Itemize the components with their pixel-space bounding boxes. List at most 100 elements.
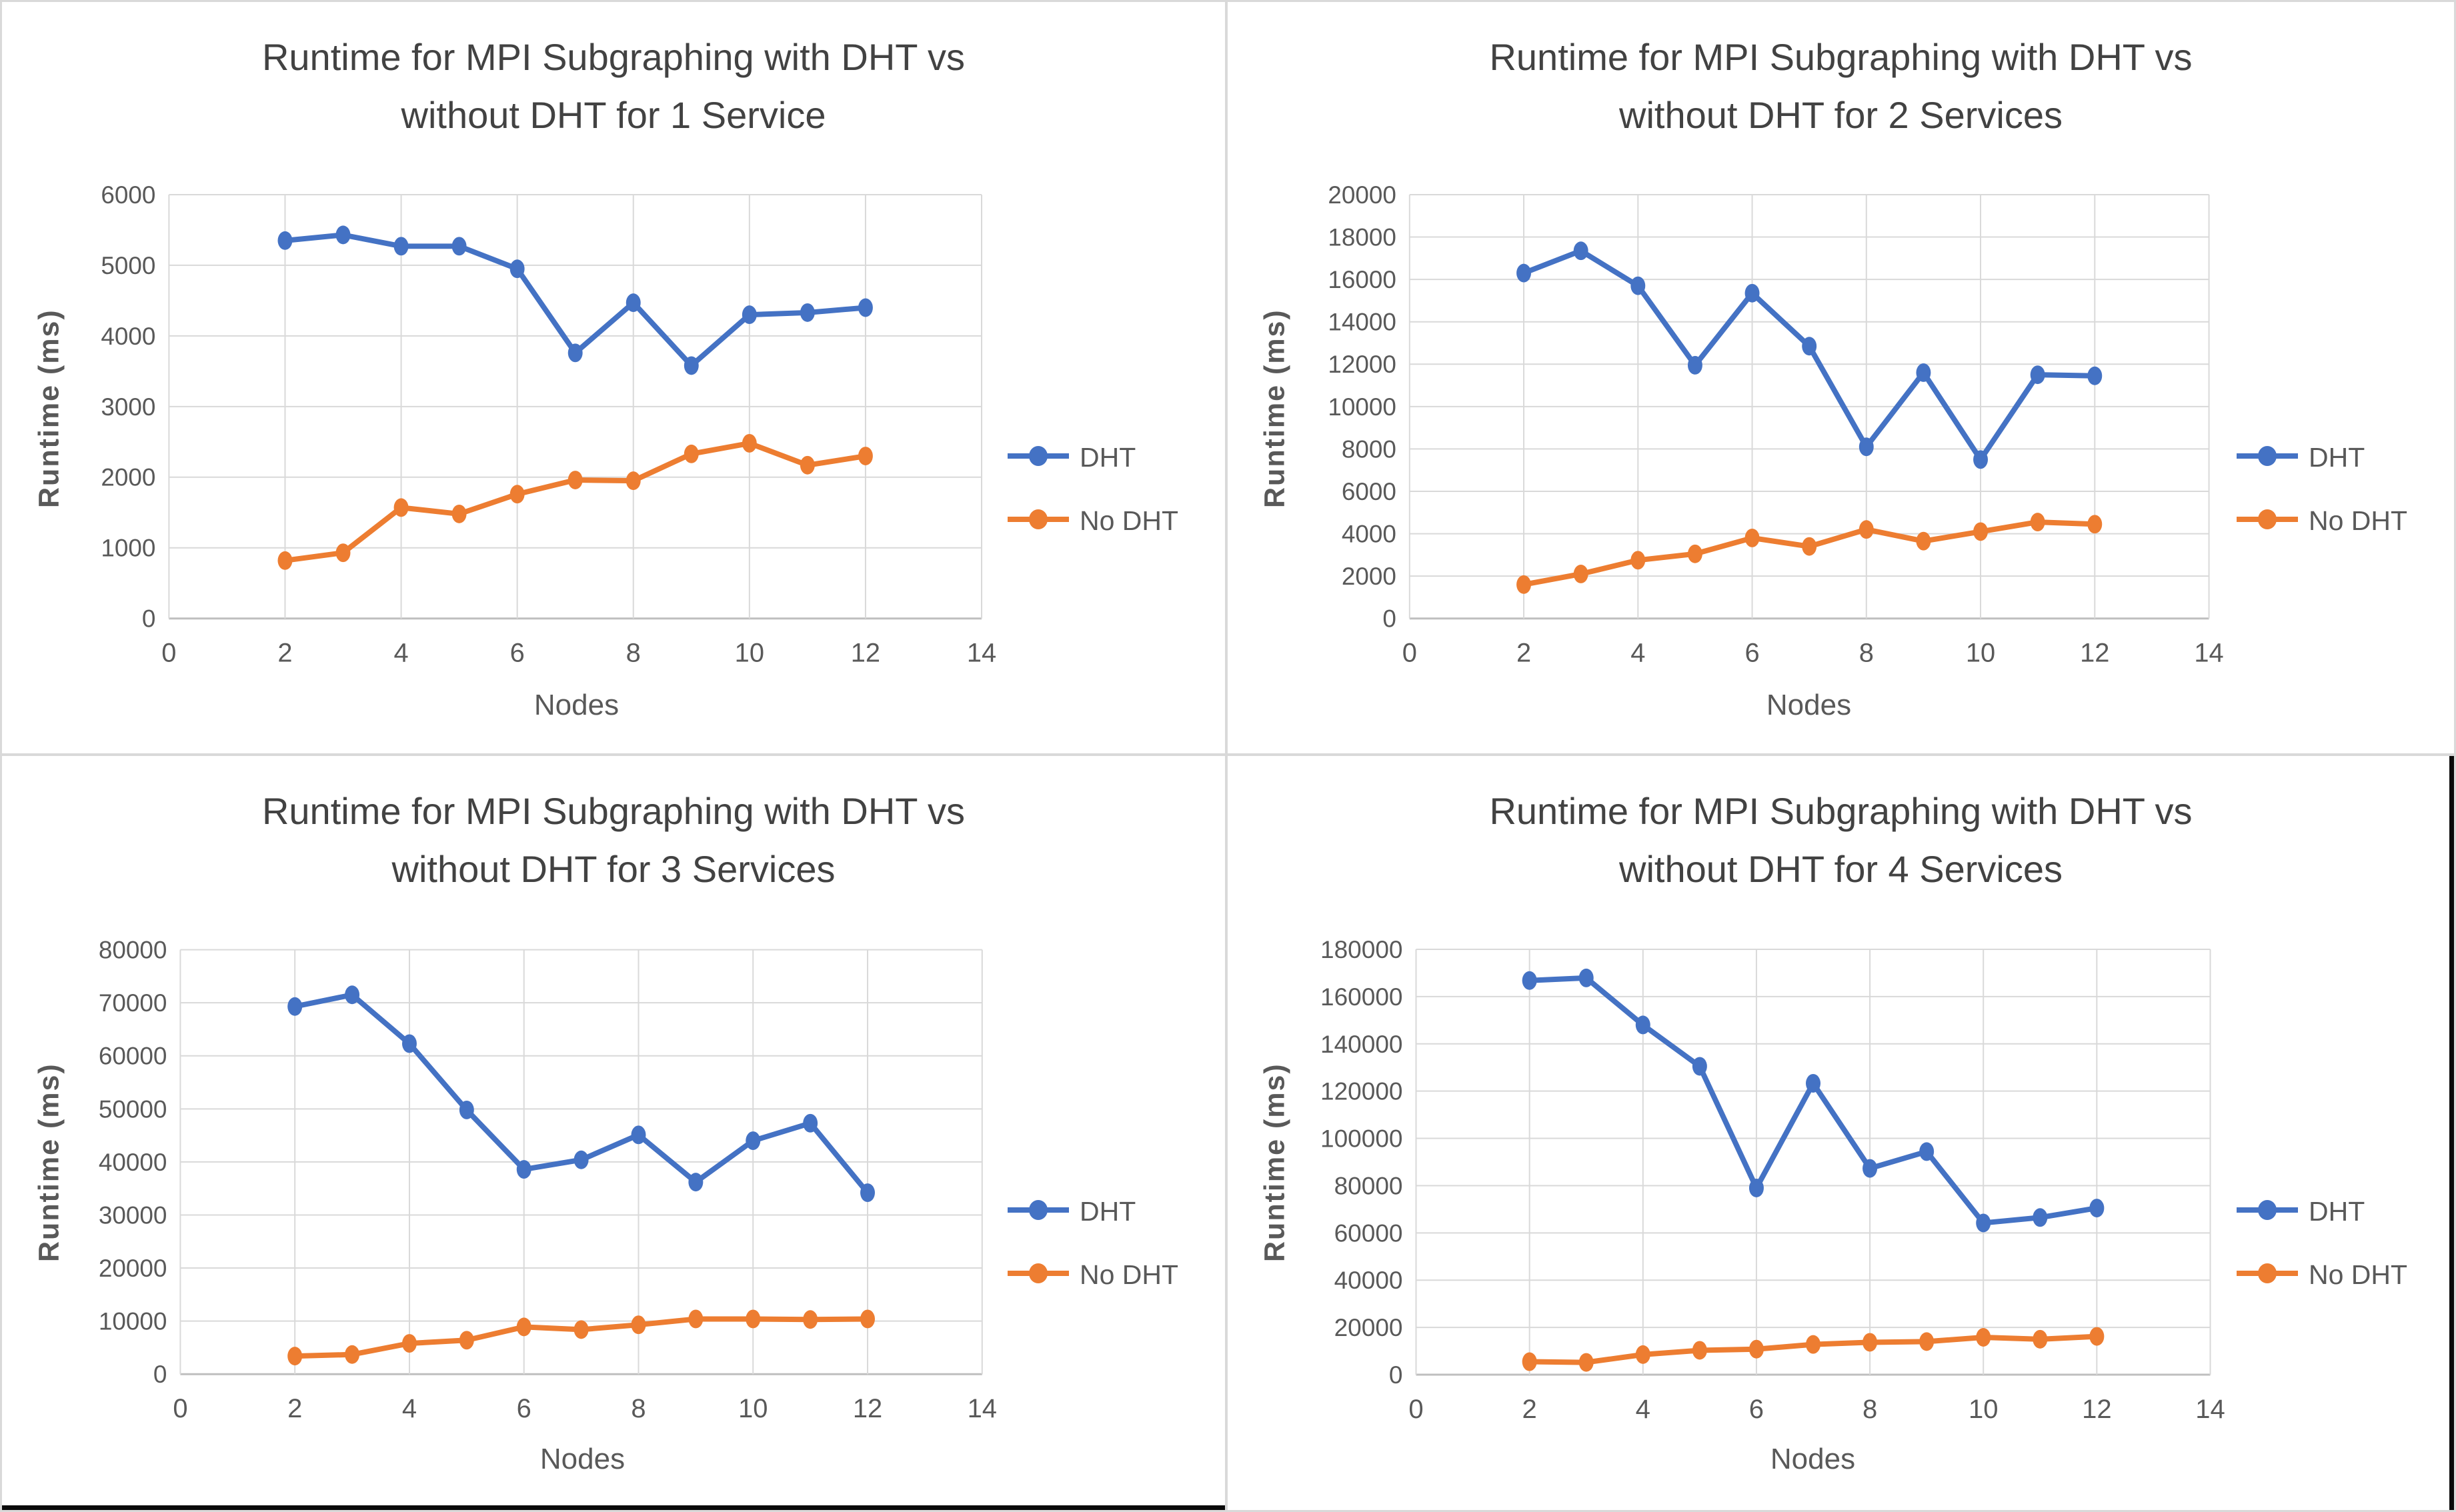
data-point-marker-no_dht — [1516, 575, 1532, 594]
data-point-marker-dht — [1573, 241, 1588, 261]
data-point-marker-dht — [684, 356, 699, 375]
data-point-marker-dht — [742, 305, 757, 325]
chart-title-line2: without DHT for 2 Services — [1619, 93, 2063, 136]
data-point-marker-dht — [509, 259, 525, 279]
dht-legend-marker-icon — [2235, 444, 2299, 471]
chart-title: Runtime for MPI Subgraphing with DHT vs … — [42, 783, 1185, 899]
legend-label-dht: DHT — [2309, 1196, 2365, 1227]
x-tick-label: 10 — [1966, 638, 1995, 667]
data-point-marker-no_dht — [860, 1309, 876, 1329]
y-tick-label: 1000 — [101, 535, 155, 562]
x-axis-title: Nodes — [533, 689, 620, 721]
y-tick-label: 3000 — [101, 393, 155, 421]
x-tick-label: 14 — [2194, 638, 2223, 667]
data-point-marker-dht — [1806, 1073, 1820, 1093]
data-point-marker-dht — [1516, 263, 1532, 283]
y-tick-label: 5000 — [101, 252, 155, 279]
data-point-marker-dht — [573, 1150, 589, 1169]
y-tick-label: 0 — [153, 1361, 167, 1388]
data-point-marker-no_dht — [1635, 1345, 1650, 1364]
legend-dot — [2258, 446, 2277, 466]
data-point-marker-no_dht — [516, 1317, 531, 1337]
chart-panel-3-services: Runtime for MPI Subgraphing with DHT vs … — [2, 756, 1228, 1510]
x-tick-label: 8 — [1859, 638, 1874, 667]
data-point-marker-dht — [345, 985, 360, 1005]
data-point-marker-no_dht — [1744, 528, 1760, 547]
legend-line-icon — [2237, 446, 2298, 466]
plot-svg: 0 2000 4000 6000 8000 10000 12000 14000 16000 180… — [1328, 181, 2223, 668]
data-point-marker-dht — [631, 1125, 646, 1145]
data-point-marker-no_dht — [1973, 522, 1989, 541]
y-tick-label: 70000 — [99, 989, 167, 1017]
x-tick-label: 0 — [1402, 638, 1417, 667]
data-point-marker-dht — [1802, 337, 1817, 356]
x-tick-label: 6 — [1744, 638, 1759, 667]
x-tick-label: 6 — [1749, 1395, 1764, 1424]
data-point-marker-no_dht — [393, 498, 409, 517]
x-tick-label: 8 — [626, 638, 641, 667]
y-tick-label: 18000 — [1328, 224, 1396, 251]
y-tick-label: 0 — [142, 605, 156, 633]
data-point-marker-no_dht — [1748, 1339, 1764, 1359]
data-point-marker-dht — [2089, 1199, 2105, 1218]
chart-panel-2-services: Runtime for MPI Subgraphing with DHT vs … — [1228, 2, 2454, 756]
x-axis-title: Nodes — [1766, 689, 1852, 721]
data-point-marker-dht — [2030, 365, 2045, 385]
data-point-marker-dht — [1522, 971, 1537, 990]
x-tick-label: 12 — [851, 638, 880, 667]
data-point-marker-no_dht — [800, 455, 815, 475]
legend: DHT No DHT — [1006, 1196, 1206, 1291]
x-tick-label: 10 — [1969, 1395, 1999, 1424]
data-point-marker-no_dht — [1802, 537, 1817, 556]
no-dht-legend-marker-icon — [1006, 507, 1070, 535]
y-tick-label: 10000 — [99, 1308, 167, 1335]
data-point-marker-no_dht — [1578, 1353, 1594, 1372]
x-tick-label: 10 — [738, 1394, 768, 1423]
x-tick-label: 6 — [510, 638, 525, 667]
y-tick-label: 2000 — [101, 464, 155, 491]
x-tick-label: 2 — [1516, 638, 1531, 667]
x-tick-label: 10 — [735, 638, 764, 667]
chart-panel-1-service: Runtime for MPI Subgraphing with DHT vs … — [2, 2, 1228, 756]
y-tick-label: 14000 — [1328, 309, 1396, 336]
data-point-marker-dht — [459, 1100, 474, 1119]
y-tick-label: 10000 — [1328, 393, 1396, 421]
data-point-marker-no_dht — [1687, 544, 1702, 563]
x-tick-label: 4 — [402, 1394, 417, 1423]
no-dht-legend-marker-icon — [1006, 1261, 1070, 1289]
dht-legend-marker-icon — [2235, 1198, 2299, 1225]
y-tick-label: 80000 — [99, 937, 167, 964]
data-point-marker-dht — [1635, 1015, 1650, 1035]
data-point-marker-no_dht — [746, 1309, 761, 1329]
data-point-marker-dht — [860, 1183, 876, 1203]
chart-title: Runtime for MPI Subgraphing with DHT vs … — [1268, 783, 2414, 899]
x-tick-label: 14 — [967, 638, 996, 667]
legend-label-dht: DHT — [1080, 1196, 1136, 1227]
data-point-marker-dht — [1973, 450, 1989, 469]
data-point-marker-no_dht — [1863, 1333, 1878, 1352]
data-point-marker-no_dht — [1630, 551, 1646, 570]
legend-dot — [1029, 1200, 1048, 1220]
x-tick-label: 14 — [968, 1394, 997, 1423]
y-tick-label: 2000 — [1342, 563, 1396, 590]
legend-dot — [1029, 509, 1048, 529]
legend-dot — [2258, 1200, 2277, 1220]
legend-label-no-dht: No DHT — [1080, 505, 1179, 536]
legend-entry-dht: DHT — [2235, 1196, 2435, 1227]
x-tick-label: 0 — [173, 1394, 187, 1423]
y-tick-label: 20000 — [99, 1255, 167, 1282]
plot-svg: 0 1000 2000 3000 4000 5000 6000 0 2 4 6 8 10 12 14 — [101, 181, 996, 668]
y-tick-label: 6000 — [101, 181, 155, 209]
legend-dot — [1029, 446, 1048, 466]
legend-dot — [2258, 509, 2277, 529]
y-tick-label: 80000 — [1334, 1172, 1403, 1199]
y-tick-label: 60000 — [1334, 1219, 1403, 1247]
legend-line-icon — [1008, 446, 1069, 466]
legend-label-no-dht: No DHT — [2309, 1259, 2408, 1290]
y-tick-label: 20000 — [1334, 1314, 1403, 1341]
data-point-marker-no_dht — [1573, 565, 1588, 583]
data-point-marker-no_dht — [401, 1334, 417, 1353]
y-tick-label: 120000 — [1320, 1078, 1402, 1105]
legend-dot — [1029, 1263, 1048, 1283]
legend-line-icon — [1008, 1200, 1069, 1220]
